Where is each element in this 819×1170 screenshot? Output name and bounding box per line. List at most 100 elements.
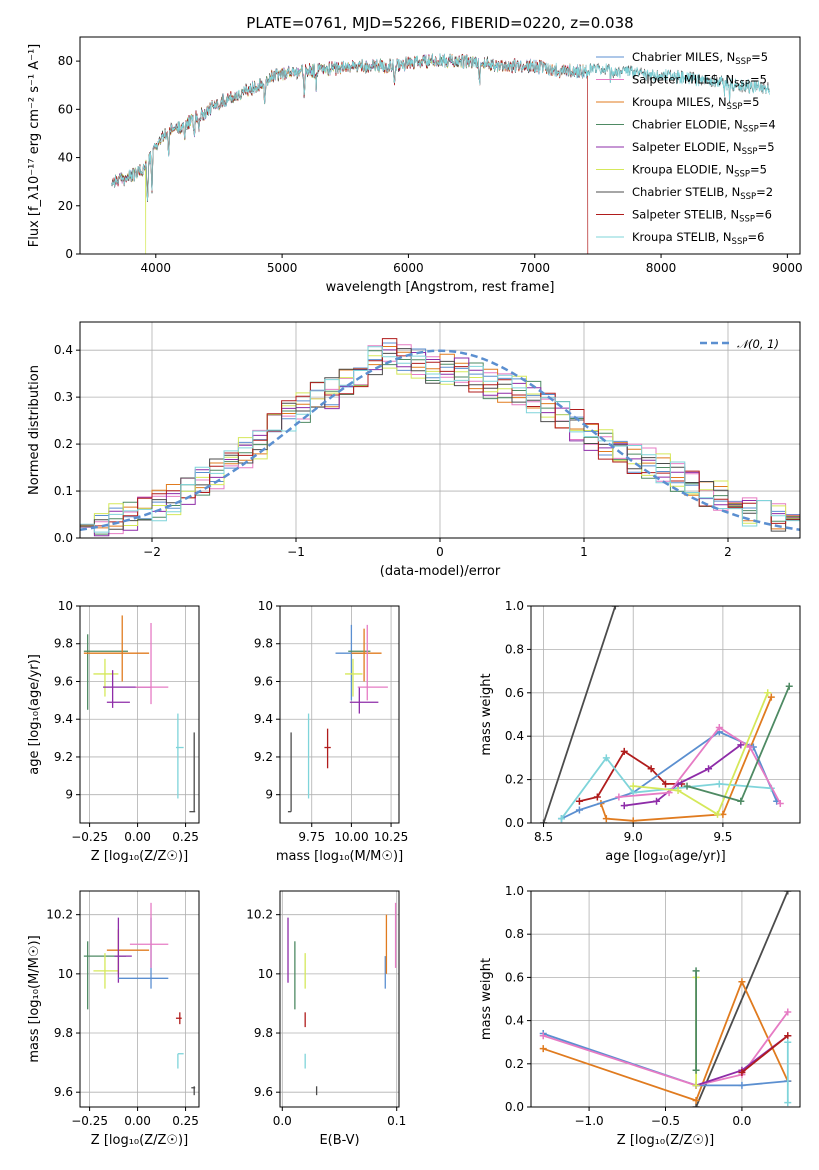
age-vs-mass-point-chabrier-miles xyxy=(335,624,363,701)
legend-label-sub: SSP xyxy=(740,192,756,202)
mass-weight-vs-metallicity-marker-kroupa-stelib xyxy=(784,1099,792,1107)
mass-weight-vs-age-marker-chabrier-miles xyxy=(575,806,583,814)
mass-vs-metallicity-plot-area xyxy=(83,902,196,1096)
mass-weight-vs-metallicity-marker-kroupa-miles xyxy=(692,1097,700,1105)
mass-weight-vs-age-marker-salpeter-elodie xyxy=(705,765,713,773)
mass-vs-extinction-ytick-label: 10.2 xyxy=(246,908,273,922)
spectrum-series-kroupa-elodie xyxy=(111,54,510,254)
spectrum-plot-area xyxy=(111,53,770,254)
mass-vs-metallicity-point-salpeter-elodie xyxy=(114,917,132,983)
mass-weight-vs-metallicity-marker-kroupa-miles xyxy=(738,978,746,986)
mass-weight-vs-age-marker-salpeter-stelib xyxy=(620,747,628,755)
mass-weight-vs-age-marker-chabrier-stelib xyxy=(611,606,619,610)
mass-vs-metallicity-point-salpeter-miles xyxy=(129,902,169,968)
mass-weight-vs-age-marker-chabrier-elodie xyxy=(737,797,745,805)
mass-weight-vs-age-marker-salpeter-elodie xyxy=(620,802,628,810)
mass-weight-vs-age-marker-salpeter-miles xyxy=(615,793,623,801)
mass-weight-vs-age-ytick-label: 1.0 xyxy=(505,599,524,613)
mass-vs-metallicity-ytick-label: 10 xyxy=(58,967,73,981)
mass-weight-vs-metallicity-ytick-label: 0.2 xyxy=(505,1057,524,1071)
legend-label-main: Salpeter STELIB, N xyxy=(632,208,739,222)
spectrum-ytick-label: 0 xyxy=(65,247,73,261)
age-vs-metallicity-point-kroupa-elodie xyxy=(93,658,119,697)
age-vs-mass-point-kroupa-miles xyxy=(351,628,382,682)
age-vs-mass-point-chabrier-stelib xyxy=(287,732,292,813)
mass-weight-vs-age-ytick-label: 0.6 xyxy=(505,686,524,700)
age-vs-metallicity-xtick-label: 0.25 xyxy=(172,830,199,844)
legend-entry-chabrier-elodie: Chabrier ELODIE, NSSP=4 xyxy=(632,118,776,135)
mass-weight-vs-age-marker-kroupa-elodie xyxy=(629,782,637,790)
histogram-chabrier-stelib xyxy=(80,348,800,532)
spectrum-xtick-label: 7000 xyxy=(519,261,550,275)
spectrum-axes-frame xyxy=(79,36,801,255)
legend-label-sub: SSP xyxy=(732,237,748,247)
mass-weight-vs-metallicity-ylabel: mass weight xyxy=(479,958,494,1040)
legend-label-tail: =2 xyxy=(756,185,773,199)
mass-weight-vs-metallicity-marker-kroupa-elodie xyxy=(692,1081,700,1089)
mass-vs-extinction-ytick-label: 10 xyxy=(258,967,273,981)
age-vs-metallicity-ytick-label: 9.6 xyxy=(54,674,73,688)
mass-weight-vs-age-marker-kroupa-miles xyxy=(602,815,610,823)
residual-histogram-panel: −2 −1 0 1 2 0.0 0.1 0.2 0.3 0.4 (data-model)/error… xyxy=(27,321,801,579)
age-vs-mass-ytick-label: 9.4 xyxy=(254,712,273,726)
mass-weight-vs-age-xtick-label: 8.5 xyxy=(534,830,553,844)
residual-histogram-ytick-label: 0.4 xyxy=(54,343,73,357)
mass-weight-vs-age-marker-salpeter-miles xyxy=(715,724,723,732)
mass-weight-vs-age-line-kroupa-miles xyxy=(600,696,773,822)
legend-label-tail: =5 xyxy=(750,163,767,177)
legend-entry-kroupa-stelib: Kroupa STELIB, NSSP=6 xyxy=(632,230,764,247)
mass-weight-vs-metallicity-marker-chabrier-stelib xyxy=(692,1103,700,1107)
histogram-salpeter-stelib xyxy=(80,338,800,527)
mass-weight-vs-metallicity-marker-salpeter-stelib xyxy=(738,1068,746,1076)
mass-weight-vs-age-marker-salpeter-elodie xyxy=(653,797,661,805)
legend-label-main: Salpeter ELODIE, N xyxy=(632,140,742,154)
residual-histogram-ylabel: Normed distribution xyxy=(27,365,42,495)
residual-histogram-xlabel: (data-model)/error xyxy=(380,564,501,579)
mass-weight-vs-metallicity-marker-chabrier-stelib xyxy=(784,891,792,895)
legend-label-sub: SSP xyxy=(727,102,743,112)
residual-histogram-xtick-label: −1 xyxy=(287,545,305,559)
legend-entry-chabrier-stelib: Chabrier STELIB, NSSP=2 xyxy=(632,185,773,202)
mass-vs-metallicity-point-salpeter-stelib xyxy=(175,1012,182,1025)
legend-label-sub: SSP xyxy=(734,80,750,90)
legend-label-sub: SSP xyxy=(735,57,751,67)
age-vs-metallicity-panel: −0.25 0.00 0.25 9 9.2 9.4 9.6 9.8 10 Z [log₁₀(Z/Z… xyxy=(27,599,200,864)
mass-vs-extinction-ytick-label: 9.6 xyxy=(254,1085,273,1099)
mass-vs-metallicity-point-kroupa-miles xyxy=(106,929,150,974)
mass-weight-vs-age-marker-kroupa-elodie xyxy=(764,689,772,697)
age-vs-metallicity-xlabel: Z [log₁₀(Z/Z☉)] xyxy=(91,849,188,864)
legend-entry-salpeter-stelib: Salpeter STELIB, NSSP=6 xyxy=(632,208,772,225)
mass-weight-vs-age-line-kroupa-stelib xyxy=(560,756,772,820)
histogram-kroupa-stelib xyxy=(80,346,800,533)
mass-weight-vs-age-marker-chabrier-elodie xyxy=(785,682,793,690)
mass-weight-vs-age-ylabel: mass weight xyxy=(479,673,494,755)
age-vs-mass-point-salpeter-stelib xyxy=(324,728,331,769)
age-vs-metallicity-point-kroupa-miles xyxy=(83,615,150,682)
mass-weight-vs-age-axes-frame xyxy=(530,605,801,824)
legend-label-tail: =6 xyxy=(747,230,764,244)
spectrum-series-salpeter-stelib xyxy=(111,53,589,254)
age-vs-metallicity-xtick-label: 0.00 xyxy=(124,830,151,844)
mass-weight-vs-age-marker-kroupa-miles xyxy=(767,693,775,701)
mass-weight-vs-age-marker-salpeter-miles xyxy=(746,743,754,751)
spectrum-series-kroupa-stelib xyxy=(111,53,770,202)
legend-label-main: Chabrier STELIB, N xyxy=(632,185,740,199)
residual-histogram-ytick-label: 0.3 xyxy=(54,390,73,404)
mass-weight-vs-metallicity-marker-chabrier-miles xyxy=(738,1081,746,1089)
mass-weight-vs-metallicity-marker-salpeter-stelib xyxy=(784,1032,792,1040)
age-vs-mass-point-kroupa-elodie xyxy=(345,658,363,697)
mass-weight-vs-metallicity-ytick-label: 0.0 xyxy=(505,1100,524,1114)
mass-vs-metallicity-xtick-label: 0.00 xyxy=(124,1114,151,1128)
mass-weight-vs-age-marker-chabrier-stelib xyxy=(540,819,548,823)
mass-weight-vs-age-xtick-label: 9.5 xyxy=(713,830,732,844)
mass-weight-vs-metallicity-marker-kroupa-miles xyxy=(539,1045,547,1053)
residual-histogram-ytick-label: 0.2 xyxy=(54,437,73,451)
legend-label-main: Chabrier MILES, N xyxy=(632,50,735,64)
mass-weight-vs-metallicity-panel: −1.0 −0.5 0.0 0.0 0.2 0.4 0.6 0.8 1.0 Z [log₁₀(Z/… xyxy=(479,884,801,1148)
spectrum-xlabel: wavelength [Angstrom, rest frame] xyxy=(326,280,555,295)
residual-histogram-xtick-label: −2 xyxy=(143,545,161,559)
age-vs-mass-point-salpeter-elodie xyxy=(349,687,379,714)
mass-vs-metallicity-axes-frame xyxy=(79,890,200,1108)
age-vs-mass-xtick-label: 10.25 xyxy=(374,830,408,844)
